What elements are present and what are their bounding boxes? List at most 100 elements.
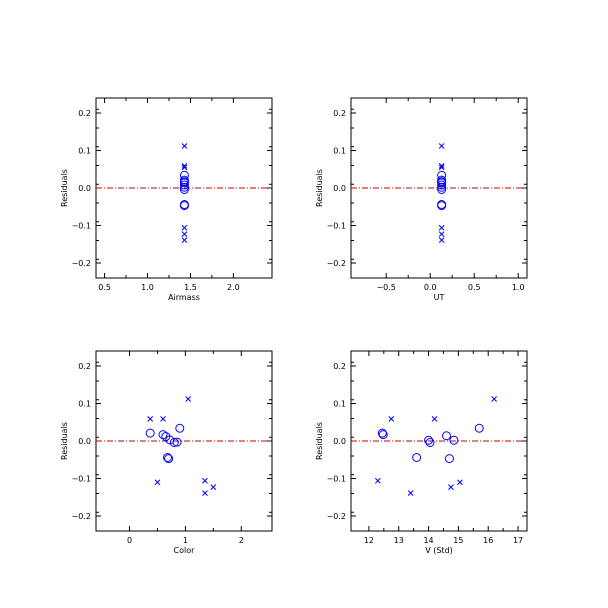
data-point-x	[491, 396, 498, 402]
scatter-plot-3: −0.2 −0.1 0.0 0.1 0.2 0 1 2 Color Residuals	[60, 350, 273, 555]
y-axis-label: Residuals	[315, 422, 324, 460]
data-point-x	[388, 416, 395, 422]
x-tick-label: 15	[453, 536, 463, 545]
scatter-plot-1: −0.2 −0.1 0.0 0.1 0.2 0.5 1.0 1.5 2.0 Airmass Resi…	[60, 97, 273, 302]
y-tick-label: 0.1	[333, 400, 346, 409]
x-tick-label: 2.0	[227, 283, 240, 292]
data-point-x	[438, 231, 445, 237]
data-point-x	[147, 416, 154, 422]
data-point-x	[407, 490, 414, 496]
data-point-circle	[169, 438, 179, 447]
x-tick-label: 12	[364, 536, 374, 545]
data-point-circle	[179, 185, 189, 194]
y-tick-label: −0.2	[72, 259, 91, 268]
x-tick-label: 0.5	[98, 283, 111, 292]
data-point-circle	[378, 430, 388, 440]
data-point-x	[438, 143, 445, 149]
data-point-circle	[474, 423, 484, 433]
data-point-x	[202, 490, 208, 496]
x-tick-label: 0.0	[424, 283, 437, 292]
data-point-circle	[164, 454, 174, 464]
data-point-x	[210, 484, 217, 490]
y-tick-label: 0.0	[333, 437, 346, 446]
data-point-x	[438, 163, 445, 169]
data-point-circle	[437, 185, 447, 194]
x-tick-label: 2	[239, 536, 244, 545]
scatter-plot-4: −0.2 −0.1 0.0 0.1 0.2 12 13 14 15 16 17 V (Std) Resi…	[315, 350, 528, 555]
x-axis-label: UT	[434, 293, 445, 302]
data-point-x	[202, 477, 208, 484]
data-point-circle	[449, 435, 459, 445]
data-point-circle	[145, 428, 155, 438]
data-point-circle	[444, 454, 454, 464]
y-tick-label: −0.2	[327, 259, 346, 268]
data-point-circle	[437, 180, 447, 190]
data-point-x	[448, 484, 454, 490]
y-tick-label: 0.1	[78, 147, 91, 156]
y-tick-label: −0.2	[72, 512, 91, 521]
y-tick-label: −0.2	[327, 512, 346, 521]
x-tick-label: 13	[394, 536, 404, 545]
y-axis-label: Residuals	[60, 169, 69, 207]
data-point-circle	[172, 437, 182, 447]
x-tick-label: 17	[513, 536, 523, 545]
data-point-circle	[437, 178, 447, 188]
data-point-x	[438, 224, 445, 231]
data-point-circle	[158, 430, 168, 440]
data-point-circle	[377, 428, 387, 438]
data-point-circle	[179, 201, 189, 211]
scatter-plot-2: −0.2 −0.1 0.0 0.1 0.2 −0.5 0.0 0.5 1.0 UT Residual…	[315, 97, 528, 302]
x-tick-label: 1.0	[141, 283, 154, 292]
y-tick-label: −0.1	[327, 475, 346, 484]
data-point-x	[457, 479, 463, 486]
y-tick-label: −0.1	[327, 222, 346, 231]
data-point-circle	[441, 431, 451, 441]
data-point-x	[181, 143, 188, 149]
x-tick-label: −0.5	[376, 283, 395, 292]
data-point-x	[181, 224, 188, 231]
data-point-x	[181, 231, 188, 237]
data-point-circle	[424, 435, 434, 445]
data-point-circle	[179, 182, 189, 192]
data-point-x	[160, 416, 166, 422]
x-tick-label: 1.5	[184, 283, 197, 292]
y-tick-label: 0.0	[78, 184, 91, 193]
y-tick-label: 0.2	[78, 109, 91, 118]
data-point-x	[185, 396, 192, 402]
data-point-x	[374, 477, 381, 484]
data-point-circle	[437, 182, 447, 192]
data-point-circle	[425, 438, 435, 447]
data-point-x	[438, 164, 445, 171]
data-point-circle	[175, 423, 185, 433]
y-axis-label: Residuals	[60, 422, 69, 460]
x-tick-label: 0	[127, 536, 132, 545]
data-point-x	[431, 416, 438, 422]
data-point-x	[438, 237, 445, 243]
y-tick-label: 0.2	[78, 362, 91, 371]
x-axis-label: V (Std)	[425, 546, 453, 555]
y-tick-label: 0.2	[333, 362, 346, 371]
data-point-x	[154, 479, 161, 486]
y-tick-label: −0.1	[72, 222, 91, 231]
x-tick-label: 14	[423, 536, 433, 545]
x-axis-label: Color	[174, 546, 196, 555]
data-point-circle	[437, 201, 447, 211]
y-tick-label: 0.0	[333, 184, 346, 193]
data-point-circle	[412, 453, 422, 462]
x-tick-label: 1	[183, 536, 188, 545]
y-tick-label: 0.1	[333, 147, 346, 156]
y-tick-label: 0.1	[78, 400, 91, 409]
data-point-x	[181, 163, 188, 169]
data-point-x	[181, 237, 188, 243]
x-tick-label: 0.5	[468, 283, 481, 292]
y-tick-label: 0.0	[78, 437, 91, 446]
data-point-x	[181, 164, 188, 171]
x-tick-label: 1.0	[512, 283, 525, 292]
data-point-circle	[179, 180, 189, 190]
x-tick-label: 16	[483, 536, 493, 545]
data-point-circle	[179, 178, 189, 188]
y-tick-label: −0.1	[72, 475, 91, 484]
y-tick-label: 0.2	[333, 109, 346, 118]
y-axis-label: Residuals	[315, 169, 324, 207]
